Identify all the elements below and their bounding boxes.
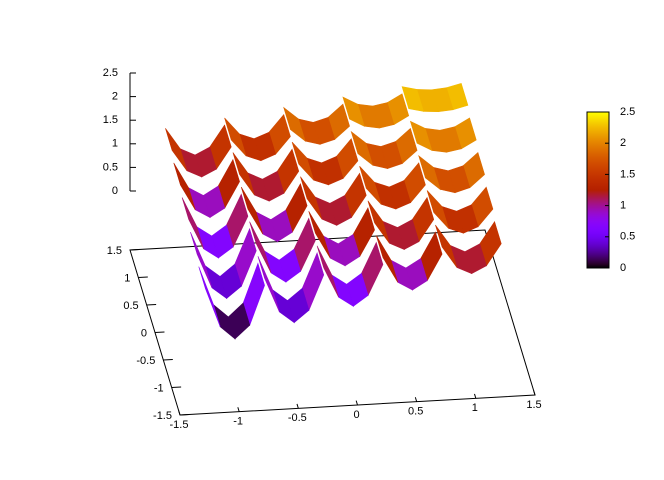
surface-patch: [283, 106, 306, 142]
surface-patch: [181, 197, 204, 249]
surface-patch: [342, 96, 365, 127]
surface-patch: [249, 221, 272, 274]
surface-patch: [240, 186, 263, 235]
surface-patch: [426, 190, 449, 229]
y-tick-label: 1: [124, 272, 130, 284]
y-tick-label: -1: [154, 382, 164, 394]
surface-patch: [165, 128, 188, 171]
surface-patch: [173, 162, 196, 210]
x-tick: [474, 393, 477, 399]
y-tick-label: 0: [141, 327, 147, 339]
y-tick: [129, 248, 140, 251]
surface-patch: [401, 86, 424, 112]
surface-patch: [300, 176, 323, 220]
y-tick: [171, 386, 182, 388]
z-tick-label: 2.5: [103, 67, 118, 79]
surface-patch: [190, 231, 213, 288]
surface-patch: [418, 155, 441, 191]
y-tick: [146, 303, 157, 306]
colorbar-tick-label: 0.5: [620, 231, 635, 243]
surface-patch: [375, 235, 398, 283]
surface-patch: [316, 245, 339, 298]
y-tick-label: -1.5: [153, 410, 172, 422]
y-tick: [138, 276, 148, 278]
surface-patch: [409, 120, 433, 151]
y-tick-label: -0.5: [136, 355, 155, 367]
z-tick-label: 0: [112, 185, 118, 197]
x-tick-label: -1.5: [170, 419, 189, 431]
z-tick-label: 1.5: [103, 114, 118, 126]
y-tick: [154, 331, 165, 333]
surface-patch: [257, 256, 280, 313]
colorbar-tick-label: 0: [620, 262, 626, 274]
x-tick-label: 1.5: [526, 399, 541, 411]
z-tick-label: 0.5: [103, 161, 118, 173]
colorbar-tick-label: 2.5: [620, 106, 635, 118]
surface-patch: [198, 266, 221, 327]
x-tick-label: 0.5: [408, 406, 423, 418]
x-tick: [178, 410, 181, 416]
x-tick-label: 1: [472, 402, 478, 414]
surface-patch: [435, 224, 458, 268]
surface-patch: [232, 152, 255, 196]
y-tick: [163, 358, 173, 361]
x-tick: [237, 407, 240, 412]
colorbar: [586, 111, 610, 269]
x-tick: [296, 403, 299, 409]
x-tick-label: 0: [353, 409, 359, 421]
x-tick: [414, 397, 418, 402]
colorbar-tick-label: 2: [620, 137, 626, 149]
surface-patch: [359, 166, 382, 205]
surface-patch: [350, 130, 374, 167]
surface-patch: [367, 200, 390, 244]
x-tick: [355, 400, 358, 406]
colorbar-tick-label: 1: [620, 200, 626, 212]
x-tick-label: -1: [233, 416, 243, 428]
colorbar-tick-label: 1.5: [620, 168, 635, 180]
z-tick-label: 2: [112, 91, 118, 103]
y-tick-label: 0.5: [123, 300, 138, 312]
surface-patch: [308, 211, 331, 259]
y-tick: [179, 413, 190, 416]
x-tick-label: -0.5: [288, 412, 307, 424]
x-tick: [533, 390, 536, 396]
surface-patch: [291, 141, 314, 181]
surface-patch: [224, 117, 247, 157]
z-tick-label: 1: [112, 138, 118, 150]
y-tick-label: 1.5: [107, 245, 122, 257]
